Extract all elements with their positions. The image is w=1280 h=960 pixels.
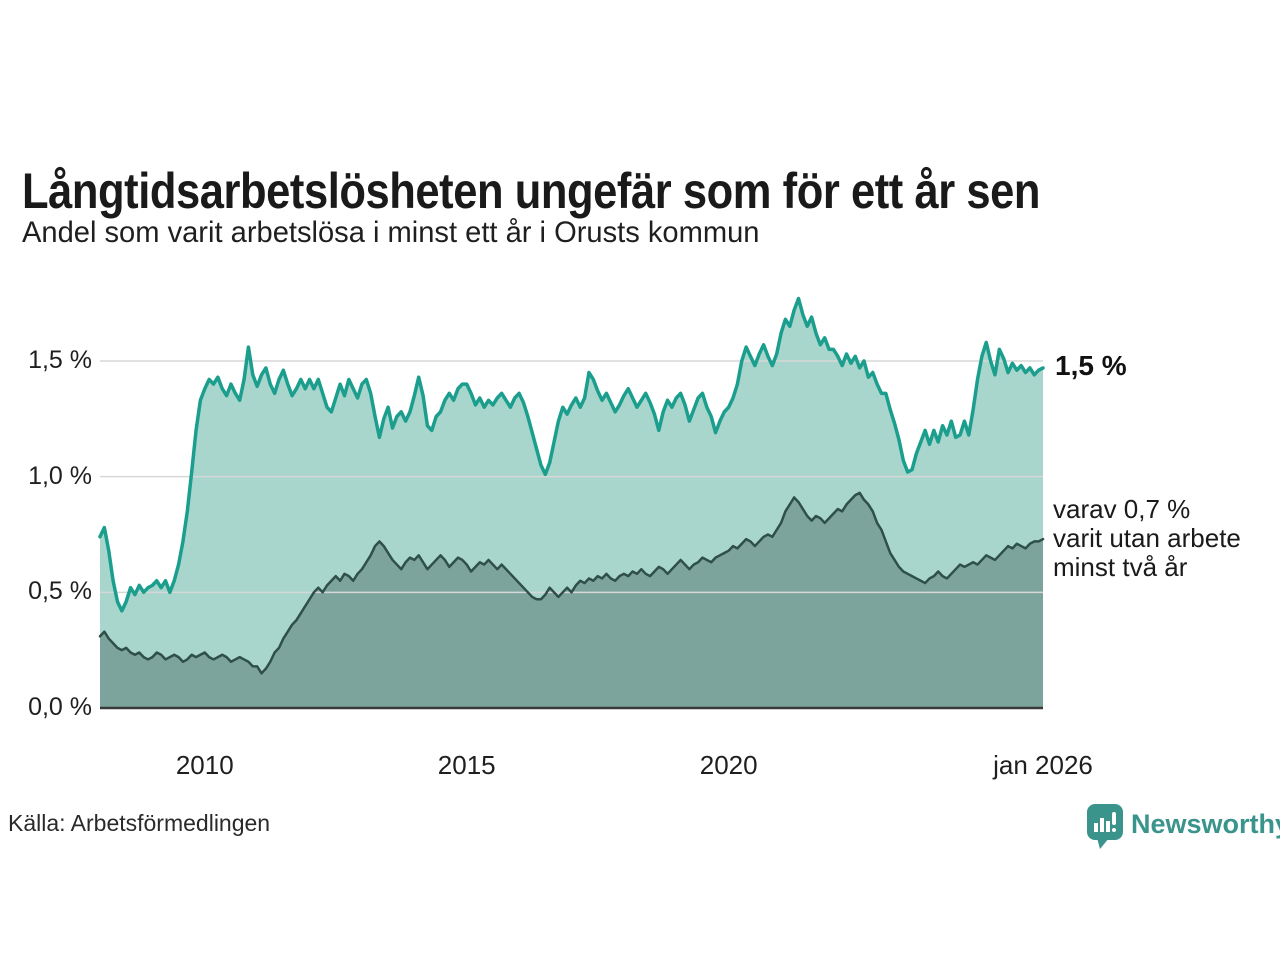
series2-annotation-line: varav 0,7 % <box>1053 494 1191 525</box>
y-tick-label: 0,5 % <box>28 577 92 606</box>
x-tick-label: 2020 <box>699 750 758 780</box>
series-line-minst-tva-ar <box>98 491 1045 675</box>
series2-end-annotation: varav 0,7 % varit utan arbete minst två … <box>1053 495 1241 582</box>
y-tick-label: 1,5 % <box>28 345 92 374</box>
source-label: Källa: Arbetsförmedlingen <box>8 810 271 836</box>
series2-annotation-line: minst två år <box>1053 552 1188 583</box>
newsworthy-logo-text: Newsworthy <box>1131 809 1280 839</box>
x-tick-label: 2015 <box>437 750 496 780</box>
newsworthy-brand: Newsworthy <box>1087 804 1280 850</box>
x-tick-label: jan 2026 <box>993 750 1093 780</box>
y-tick-label: 0,0 % <box>28 693 92 721</box>
page-title: Långtidsarbetslösheten ungefär som för e… <box>22 162 1041 219</box>
series2-annotation-line: varit utan arbete <box>1053 523 1241 554</box>
area-chart <box>98 296 1045 710</box>
newsworthy-logo-icon <box>1087 804 1123 849</box>
series1-end-value-label: 1,5 % <box>1055 349 1127 381</box>
y-tick-label: 1,0 % <box>28 461 92 490</box>
area-fill-minst-tva-ar <box>100 492 1043 708</box>
chart-subtitle: Andel som varit arbetslösa i minst ett å… <box>22 216 760 249</box>
x-tick-label: 2010 <box>175 750 234 780</box>
series-line-minst-ett-ar <box>98 296 1045 613</box>
